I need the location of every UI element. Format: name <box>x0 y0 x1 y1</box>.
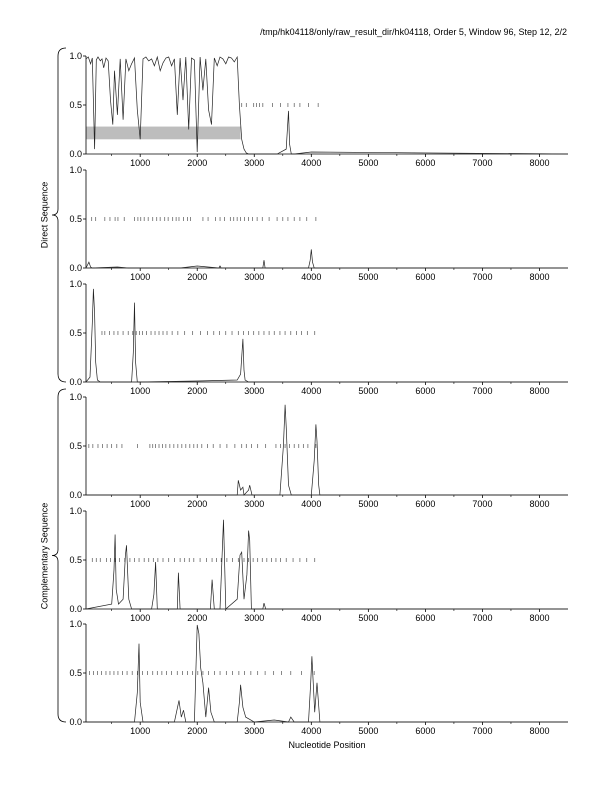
x-tick-label: 3000 <box>244 613 264 623</box>
x-tick-label: 5000 <box>358 386 378 396</box>
y-tick-label: 0.5 <box>69 100 82 110</box>
series-line <box>85 288 568 383</box>
group-label-direct: Direct Sequence <box>38 181 49 249</box>
x-tick-label: 1000 <box>130 272 150 282</box>
y-tick-label: 1.0 <box>69 51 82 61</box>
x-tick-label: 1000 <box>130 386 150 396</box>
panel-3: 0.0 0.5 1.0 1000 2000 3000 4000 5000 6000 7000 800… <box>69 279 568 396</box>
brace-direct <box>51 47 67 383</box>
x-tick-label: 4000 <box>301 386 321 396</box>
panel-6: 0.0 0.5 1.0 1000 2000 3000 4000 5000 6000 7000 800… <box>69 619 568 736</box>
x-tick-label: 1000 <box>130 613 150 623</box>
x-tick-label: 5000 <box>358 499 378 509</box>
x-tick-label: 7000 <box>472 272 492 282</box>
series-line <box>85 249 568 269</box>
x-tick-label: 1000 <box>130 726 150 736</box>
series-line <box>85 519 568 610</box>
y-tick-label: 0.5 <box>69 214 82 224</box>
x-tick-label: 6000 <box>415 158 435 168</box>
y-tick-label: 0.5 <box>69 555 82 565</box>
x-tick-label: 4000 <box>301 158 321 168</box>
x-tick-label: 8000 <box>529 499 549 509</box>
x-tick-label: 4000 <box>301 272 321 282</box>
x-tick-label: 7000 <box>472 386 492 396</box>
y-tick-label: 0.0 <box>69 717 82 727</box>
x-tick-label: 2000 <box>187 726 207 736</box>
y-tick-label: 0.0 <box>69 149 82 159</box>
x-tick-label: 2000 <box>187 499 207 509</box>
x-tick-label: 6000 <box>415 613 435 623</box>
y-tick-label: 1.0 <box>69 279 82 289</box>
series-line <box>86 624 568 723</box>
y-tick-label: 1.0 <box>69 165 82 175</box>
x-tick-label: 4000 <box>301 613 321 623</box>
x-tick-label: 2000 <box>187 158 207 168</box>
x-axis-label: Nucleotide Position <box>288 740 366 750</box>
x-tick-label: 2000 <box>187 613 207 623</box>
x-tick-label: 3000 <box>244 726 264 736</box>
x-tick-label: 5000 <box>358 272 378 282</box>
x-tick-label: 2000 <box>187 272 207 282</box>
x-tick-label: 5000 <box>358 613 378 623</box>
panel-2: 0.0 0.5 1.0 1000 2000 3000 4000 5000 6000 7000 800… <box>69 165 568 282</box>
group-label-complementary: Complementary Sequence <box>38 502 49 609</box>
x-tick-label: 7000 <box>472 499 492 509</box>
y-tick-label: 0.0 <box>69 377 82 387</box>
x-tick-label: 1000 <box>130 499 150 509</box>
x-tick-label: 6000 <box>415 499 435 509</box>
y-tick-label: 1.0 <box>69 392 82 402</box>
x-tick-label: 4000 <box>301 499 321 509</box>
x-tick-label: 6000 <box>415 726 435 736</box>
x-tick-label: 5000 <box>358 158 378 168</box>
x-tick-label: 8000 <box>529 613 549 623</box>
x-tick-label: 8000 <box>529 272 549 282</box>
x-tick-label: 2000 <box>187 386 207 396</box>
x-tick-label: 8000 <box>529 386 549 396</box>
panel-1: 0.0 0.5 1.0 1000 2000 3000 4000 5000 6000 7000 800… <box>69 51 569 168</box>
series-line <box>85 55 569 155</box>
brace-complementary <box>51 388 67 723</box>
y-tick-label: 1.0 <box>69 506 82 516</box>
x-tick-label: 3000 <box>244 386 264 396</box>
y-tick-label: 0.5 <box>69 328 82 338</box>
series-line <box>86 404 568 496</box>
header-title: /tmp/hk04118/only/raw_result_dir/hk04118… <box>260 27 567 37</box>
x-tick-label: 1000 <box>130 158 150 168</box>
x-tick-label: 8000 <box>529 158 549 168</box>
x-tick-label: 7000 <box>472 726 492 736</box>
x-tick-label: 7000 <box>472 158 492 168</box>
x-tick-label: 3000 <box>244 499 264 509</box>
y-tick-label: 0.0 <box>69 263 82 273</box>
x-tick-label: 6000 <box>415 272 435 282</box>
shaded-region <box>86 126 241 140</box>
panel-4: 0.0 0.5 1.0 1000 2000 3000 4000 5000 6000 7000 800… <box>69 392 568 509</box>
x-tick-label: 7000 <box>472 613 492 623</box>
y-tick-label: 0.0 <box>69 490 82 500</box>
x-tick-label: 8000 <box>529 726 549 736</box>
x-tick-label: 6000 <box>415 386 435 396</box>
y-tick-label: 1.0 <box>69 619 82 629</box>
y-tick-label: 0.0 <box>69 604 82 614</box>
x-tick-label: 4000 <box>301 726 321 736</box>
panel-5: 0.0 0.5 1.0 1000 2000 3000 4000 5000 6000 7000 800… <box>69 506 568 623</box>
x-tick-label: 5000 <box>358 726 378 736</box>
y-tick-label: 0.5 <box>69 441 82 451</box>
x-tick-label: 3000 <box>244 158 264 168</box>
x-tick-label: 3000 <box>244 272 264 282</box>
y-tick-label: 0.5 <box>69 668 82 678</box>
